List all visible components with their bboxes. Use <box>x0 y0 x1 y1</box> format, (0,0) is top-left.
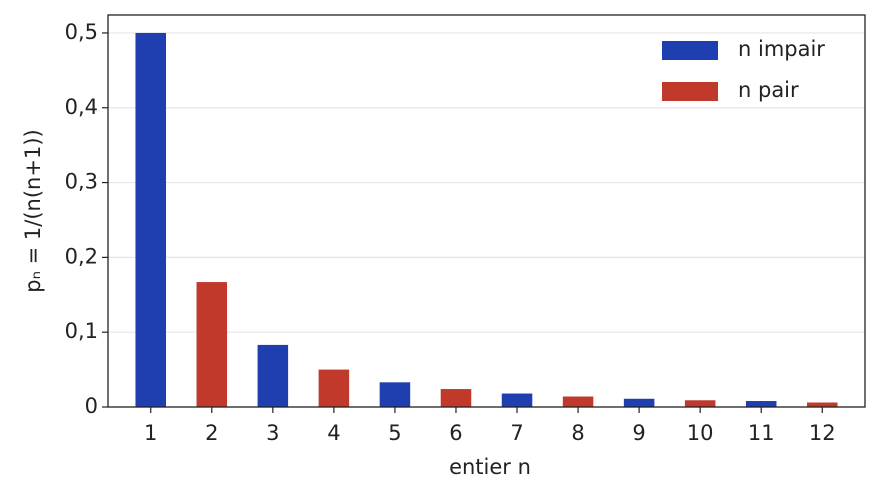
y-tick-label: 0,3 <box>65 170 98 194</box>
legend-label: n pair <box>738 78 799 102</box>
plot-frame <box>107 14 866 408</box>
bar <box>257 344 289 407</box>
x-tick-label: 1 <box>144 421 157 445</box>
y-tick-label: 0,5 <box>65 20 98 44</box>
legend-label: n impair <box>738 37 825 61</box>
x-tick-label: 5 <box>388 421 401 445</box>
y-tick-label: 0,1 <box>65 319 98 343</box>
x-tick-label: 11 <box>748 421 775 445</box>
x-tick-label: 7 <box>510 421 523 445</box>
x-tick-label: 10 <box>687 421 714 445</box>
x-tick-label: 12 <box>809 421 836 445</box>
x-tick-label: 9 <box>632 421 645 445</box>
bar <box>623 398 655 407</box>
bar <box>318 369 350 407</box>
bar <box>379 382 411 407</box>
y-tick-label: 0 <box>85 394 98 418</box>
x-tick-label: 6 <box>449 421 462 445</box>
bar <box>135 32 166 408</box>
legend-swatch <box>662 41 718 60</box>
y-axis-label: pₙ = 1/(n(n+1)) <box>21 129 45 292</box>
bar <box>745 401 777 407</box>
x-tick-label: 4 <box>327 421 340 445</box>
y-tick-label: 0,4 <box>65 95 98 119</box>
bar <box>196 282 228 407</box>
y-tick-label: 0,2 <box>65 244 98 268</box>
legend-swatch <box>662 82 718 101</box>
x-tick-label: 2 <box>205 421 218 445</box>
bar <box>562 396 594 407</box>
x-axis-label: entier n <box>449 455 531 479</box>
x-tick-label: 3 <box>266 421 279 445</box>
bar <box>440 389 472 407</box>
bar <box>501 393 533 407</box>
bar <box>807 402 838 407</box>
x-tick-label: 8 <box>571 421 584 445</box>
bar <box>684 400 716 407</box>
